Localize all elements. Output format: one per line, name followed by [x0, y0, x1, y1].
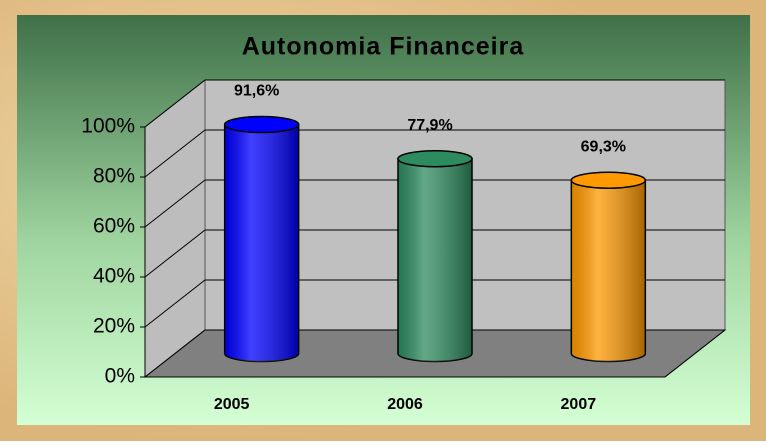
- bar-shade: [571, 180, 646, 362]
- grid-line: [144, 129, 206, 178]
- value-label: 91,6%: [234, 83, 279, 100]
- grid-line: [144, 79, 206, 128]
- value-label: 77,9%: [407, 117, 452, 134]
- floor-edge: [664, 329, 726, 378]
- grid-line: [144, 179, 206, 228]
- value-label: 69,3%: [581, 138, 626, 155]
- x-tick-label: 2007: [561, 396, 597, 413]
- side-wall: [144, 78, 206, 379]
- y-tick-label: 20%: [93, 315, 135, 338]
- grid-line: [144, 229, 206, 278]
- chart-title: Autonomia Financeira: [242, 33, 525, 61]
- grid-line: [144, 279, 206, 328]
- y-tick-label: 0%: [105, 365, 135, 388]
- bar-shade: [224, 124, 299, 362]
- x-tick-label: 2005: [214, 396, 250, 413]
- x-tick-label: 2006: [387, 396, 423, 413]
- bar-top: [570, 171, 647, 189]
- y-tick-label: 60%: [93, 215, 135, 238]
- grid-line: [144, 329, 206, 378]
- y-tick-label: 40%: [93, 265, 135, 288]
- bar-shade: [398, 158, 472, 362]
- bar-top: [223, 115, 300, 134]
- y-tick-label: 100%: [81, 115, 135, 138]
- bar-top: [397, 150, 473, 168]
- y-tick-label: 80%: [93, 165, 135, 188]
